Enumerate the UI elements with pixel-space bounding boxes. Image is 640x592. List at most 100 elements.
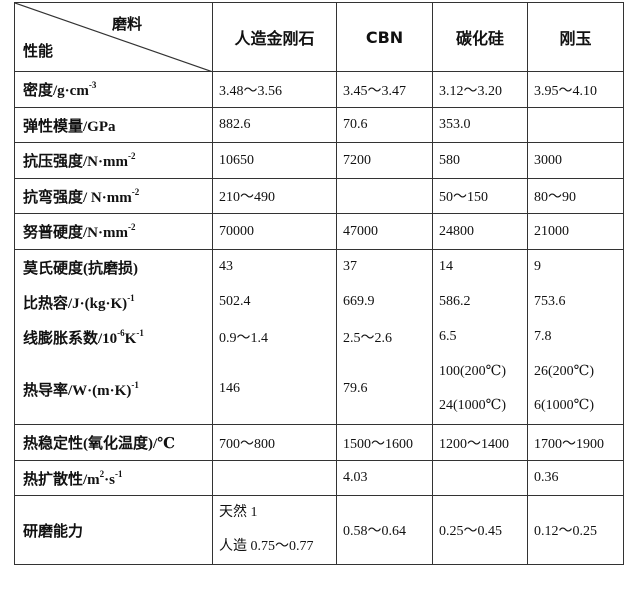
property-name-cell: 弹性模量/GPa	[14, 107, 213, 143]
value-text: 50～150	[439, 190, 488, 205]
value-cell: 2.5～2.6	[336, 319, 433, 355]
property-name-text: 抗压强度/N·mm	[23, 154, 128, 170]
value-cell: 580	[432, 142, 528, 179]
value-text: 7200	[343, 152, 371, 168]
table-row: 线膨胀系数/10-6K-1 0.9～1.4 2.5～2.6 6.5 7.8	[14, 319, 624, 355]
value-cell: 3.12～3.20	[432, 71, 528, 108]
value-text: 47000	[343, 223, 378, 239]
table-row: 热扩散性/m2·s-1 4.03 0.36	[14, 460, 624, 496]
value-cell: 100(200℃) 24(1000℃)	[432, 354, 528, 425]
column-header: 人造金刚石	[212, 2, 337, 72]
property-name-text: 热扩散性/m	[23, 471, 100, 488]
unit-exponent: -3	[88, 80, 97, 90]
property-name-cell: 比热容/J·(kg·K)-1	[14, 284, 213, 320]
value-cell: 210～490	[212, 178, 337, 214]
property-name-cell: 抗弯强度/ N·mm-2	[14, 178, 213, 214]
value-text: 10650	[219, 152, 254, 168]
value-text: 0.12～0.25	[534, 524, 597, 539]
property-name-cell: 抗压强度/N·mm-2	[14, 142, 213, 179]
value-text: 1200～1400	[439, 436, 509, 452]
value-text: 2.5～2.6	[343, 331, 392, 346]
property-name-text: 抗弯强度/ N·mm	[23, 189, 132, 206]
value-cell: 79.6	[336, 354, 433, 425]
value-cell: 7200	[336, 142, 433, 179]
column-header: CBN	[336, 2, 433, 72]
value-text: 37	[343, 259, 357, 275]
unit-exponent: -2	[131, 186, 140, 197]
value-cell: 80～90	[527, 178, 624, 214]
value-text: 3.95～4.10	[534, 83, 597, 99]
value-cell: 14	[432, 249, 528, 285]
value-cell: 586.2	[432, 284, 528, 320]
value-text: 70000	[219, 223, 254, 239]
value-text: 3.12～3.20	[439, 83, 502, 99]
value-text: 586.2	[439, 294, 471, 309]
unit-exponent: -2	[128, 151, 136, 161]
value-cell: 1500～1600	[336, 424, 433, 461]
table-row: 热导率/W·(m·K)-1 146 79.6 100(200℃) 24(1000℃) 26…	[14, 354, 624, 425]
value-text: 70.6	[343, 117, 368, 132]
value-cell: 70000	[212, 213, 337, 250]
value-text: 天然 1	[219, 505, 258, 520]
value-cell: 24800	[432, 213, 528, 250]
value-cell	[336, 178, 433, 214]
value-cell: 3.48～3.56	[212, 71, 337, 108]
table-row: 弹性模量/GPa 882.6 70.6 353.0	[14, 107, 624, 143]
value-text: 882.6	[219, 117, 251, 132]
value-cell: 3000	[527, 142, 624, 179]
value-cell: 6.5	[432, 319, 528, 355]
value-cell: 502.4	[212, 284, 337, 320]
value-cell: 47000	[336, 213, 433, 250]
value-text: 0.9～1.4	[219, 331, 268, 346]
value-cell: 0.36	[527, 460, 624, 496]
corner-header-cell: 磨料 性能	[14, 2, 213, 72]
value-text: 7.8	[534, 329, 552, 344]
value-text: 43	[219, 259, 233, 275]
value-text: 146	[219, 381, 240, 397]
property-name-text: 努普硬度/N·mm	[23, 225, 128, 241]
property-name-cell: 研磨能力	[14, 495, 213, 565]
value-text: 100(200℃)	[439, 364, 506, 380]
property-name-text: 比热容/J·(kg·K)	[23, 295, 128, 312]
value-cell	[527, 107, 624, 143]
unit-exponent: -6	[117, 327, 125, 338]
table-row: 抗压强度/N·mm-2 10650 7200 580 3000	[14, 142, 624, 179]
value-cell: 70.6	[336, 107, 433, 143]
diagonal-divider	[15, 3, 213, 72]
value-cell: 0.58～0.64	[336, 495, 433, 565]
value-text: 0.58～0.64	[343, 524, 406, 539]
unit-exponent: -2	[128, 222, 136, 232]
property-name-cell: 线膨胀系数/10-6K-1	[14, 319, 213, 355]
property-name-cell: 热导率/W·(m·K)-1	[14, 354, 213, 425]
property-name-text: 线膨胀系数/10	[23, 330, 118, 347]
column-header: 碳化硅	[432, 2, 528, 72]
value-cell: 7.8	[527, 319, 624, 355]
table-row: 密度/g·cm-3 3.48～3.56 3.45～3.47 3.12～3.20 3.95…	[14, 71, 624, 108]
table-row: 比热容/J·(kg·K)-1 502.4 669.9 586.2 753.6	[14, 284, 624, 320]
value-cell: 882.6	[212, 107, 337, 143]
value-text: 669.9	[343, 294, 375, 309]
value-text: 26(200℃)	[534, 364, 594, 380]
value-text: 24(1000℃)	[439, 398, 506, 414]
value-text: 6(1000℃)	[534, 398, 594, 414]
value-text: 9	[534, 259, 541, 275]
value-text: 3.48～3.56	[219, 83, 282, 99]
value-text: 3.45～3.47	[343, 83, 406, 99]
value-text: 1500～1600	[343, 436, 413, 452]
table-row: 热稳定性(氧化温度)/℃ 700～800 1500～1600 1200～1400 170…	[14, 424, 624, 461]
property-name-cell: 热稳定性(氧化温度)/℃	[14, 424, 213, 461]
value-cell: 0.9～1.4	[212, 319, 337, 355]
value-cell: 天然 1 人造 0.75～0.77	[212, 495, 337, 565]
value-text: 753.6	[534, 294, 566, 309]
value-text: 24800	[439, 223, 474, 239]
value-text: 502.4	[219, 294, 251, 309]
property-name-cell: 努普硬度/N·mm-2	[14, 213, 213, 250]
value-cell: 1700～1900	[527, 424, 624, 461]
value-cell	[432, 460, 528, 496]
value-cell	[212, 460, 337, 496]
property-name-text: 莫氏硬度(抗磨损)	[23, 260, 138, 277]
property-name-text: 弹性模量/GPa	[23, 118, 116, 135]
value-text: 14	[439, 259, 453, 275]
value-cell: 669.9	[336, 284, 433, 320]
value-text: 4.03	[343, 470, 368, 485]
